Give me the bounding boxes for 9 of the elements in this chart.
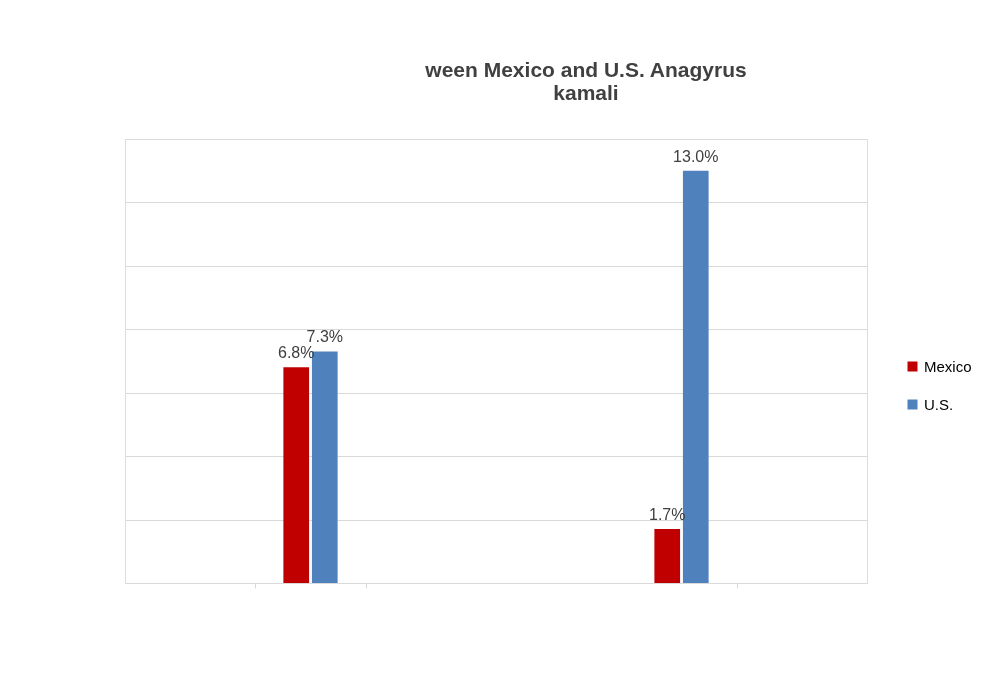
legend-label: Mexico [924, 357, 972, 375]
text: ween Mexico and U.S. Anagyrus [425, 58, 747, 81]
bar [654, 529, 681, 583]
text: kamali [553, 81, 619, 104]
bar [283, 367, 310, 583]
legend-label: U.S. [924, 395, 954, 413]
data-label: 7.3% [306, 328, 343, 346]
data-label: 6.8% [278, 344, 315, 362]
data-label: 13.0% [673, 147, 719, 165]
